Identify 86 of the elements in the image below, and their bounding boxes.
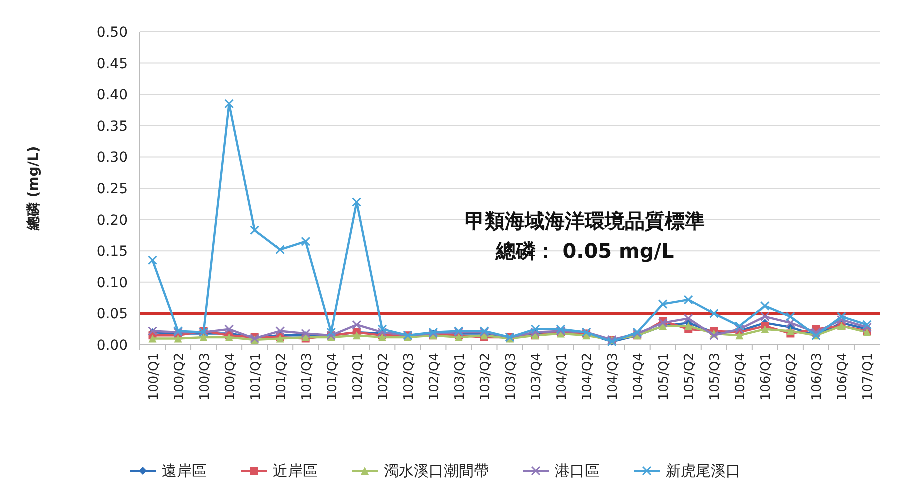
x-tick-label: 103/Q3 xyxy=(504,353,519,401)
legend-label: 遠岸區 xyxy=(162,462,207,480)
y-tick-label: 0.25 xyxy=(96,182,128,198)
y-axis-title: 總磷 (mg/L) xyxy=(26,146,42,232)
point xyxy=(352,198,362,208)
point xyxy=(786,327,795,336)
y-tick-label: 0.40 xyxy=(96,88,128,104)
x-tick-label: 105/Q4 xyxy=(734,353,749,401)
x-tick-label: 104/Q3 xyxy=(606,353,622,401)
point xyxy=(786,312,796,322)
y-tick-label: 0.05 xyxy=(96,306,128,323)
point xyxy=(530,324,540,334)
x-tick-label: 105/Q3 xyxy=(708,353,724,401)
x-tick-label: 106/Q4 xyxy=(836,353,851,401)
x-tick-label: 106/Q2 xyxy=(784,353,800,401)
x-tick-label: 101/Q4 xyxy=(325,353,340,401)
point xyxy=(352,332,361,340)
x-tick-label: 102/Q2 xyxy=(376,353,392,401)
x-tick-label: 104/Q2 xyxy=(580,353,596,401)
point xyxy=(224,324,234,334)
x-tick-label: 100/Q2 xyxy=(172,353,188,401)
x-tick-label: 106/Q1 xyxy=(759,353,774,401)
point xyxy=(250,226,260,236)
point xyxy=(760,312,770,322)
x-tick-label: 104/Q4 xyxy=(632,353,647,401)
point xyxy=(709,308,719,318)
point xyxy=(658,318,668,328)
point xyxy=(786,318,796,328)
x-tick-label: 103/Q4 xyxy=(530,353,545,401)
y-tick-label: 0.00 xyxy=(96,338,128,354)
x-tick-label: 100/Q3 xyxy=(198,353,213,401)
x-tick-label: 105/Q2 xyxy=(682,353,698,401)
x-tick-label: 106/Q3 xyxy=(810,353,826,401)
point xyxy=(734,321,744,331)
x-tick-label: 107/Q1 xyxy=(861,353,876,401)
point xyxy=(862,320,872,330)
y-tick-label: 0.50 xyxy=(96,25,128,41)
legend-label: 濁水溪口潮間帶 xyxy=(384,462,489,480)
x-tick-label: 102/Q1 xyxy=(350,353,366,401)
x-tick-label: 104/Q1 xyxy=(555,353,570,401)
point xyxy=(224,99,234,109)
point xyxy=(811,328,821,338)
point xyxy=(301,236,311,246)
y-tick-label: 0.15 xyxy=(96,244,128,260)
annotation: 甲類海域海洋環境品質標準 xyxy=(465,209,705,233)
point xyxy=(862,322,872,332)
x-tick-label: 101/Q2 xyxy=(274,353,290,401)
point xyxy=(148,334,157,343)
point xyxy=(148,256,158,266)
x-tick-label: 101/Q1 xyxy=(248,353,264,401)
point xyxy=(684,295,694,305)
y-tick-label: 0.20 xyxy=(96,212,128,229)
point xyxy=(836,312,846,322)
y-tick-label: 0.10 xyxy=(96,275,128,292)
point xyxy=(276,326,286,336)
point xyxy=(760,301,770,311)
legend-label: 新虎尾溪口 xyxy=(666,462,741,480)
point xyxy=(658,300,668,310)
legend-label: 近岸區 xyxy=(273,462,318,480)
x-tick-label: 105/Q1 xyxy=(657,353,672,401)
x-tick-label: 102/Q4 xyxy=(427,353,442,401)
point xyxy=(326,328,336,338)
point xyxy=(174,334,182,343)
x-tick-label: 103/Q1 xyxy=(452,353,468,401)
x-tick-label: 101/Q3 xyxy=(300,353,315,401)
point xyxy=(734,324,744,334)
annotation: 總磷： 0.05 mg/L xyxy=(494,239,674,263)
y-tick-label: 0.35 xyxy=(96,118,128,135)
x-tick-label: 102/Q3 xyxy=(402,353,417,401)
point xyxy=(276,245,286,255)
x-tick-label: 100/Q4 xyxy=(223,353,238,401)
x-tick-label: 103/Q2 xyxy=(478,353,494,401)
point xyxy=(301,328,311,338)
point xyxy=(378,324,388,334)
point xyxy=(836,315,846,325)
legend-label: 港口區 xyxy=(555,462,600,480)
point xyxy=(352,320,362,330)
point xyxy=(761,325,770,334)
point xyxy=(709,330,719,340)
point xyxy=(684,314,694,324)
y-tick-label: 0.45 xyxy=(96,56,128,72)
y-tick-label: 0.30 xyxy=(96,150,128,166)
point xyxy=(200,333,208,342)
point xyxy=(736,332,744,340)
point xyxy=(684,322,693,330)
x-tick-label: 100/Q1 xyxy=(146,353,162,401)
